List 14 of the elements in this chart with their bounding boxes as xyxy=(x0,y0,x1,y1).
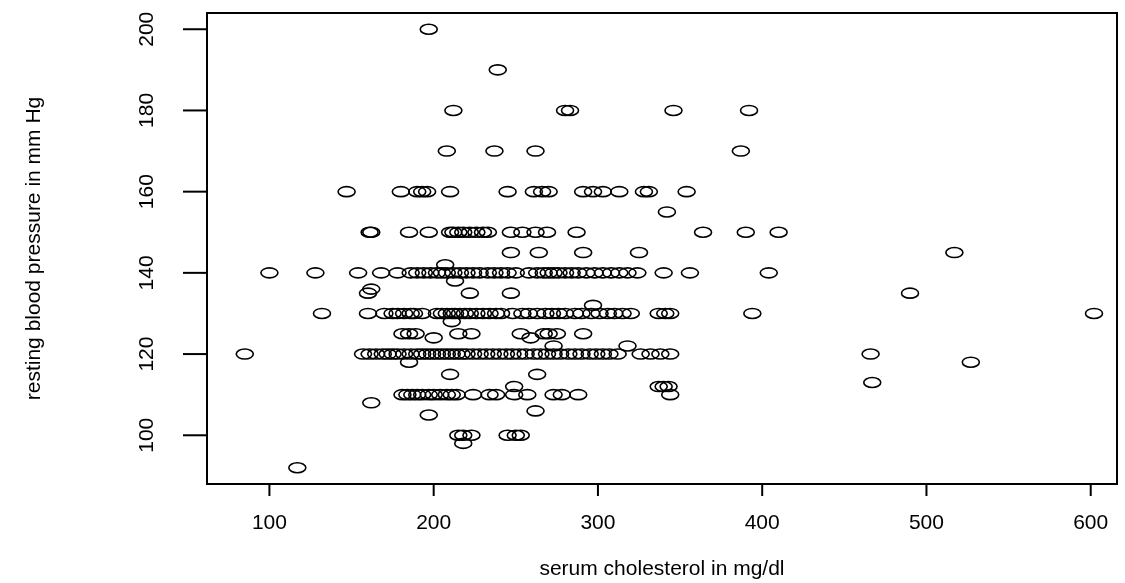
x-tick-label: 100 xyxy=(251,510,287,533)
y-axis-title: resting blood pressure in mm Hg xyxy=(20,96,44,401)
y-tick-label: 100 xyxy=(133,417,157,453)
x-tick-label: 200 xyxy=(416,510,452,533)
x-axis-title: serum cholesterol in mg/dl xyxy=(539,556,785,579)
x-tick-label: 600 xyxy=(1073,510,1109,533)
y-tick-label: 120 xyxy=(133,336,157,372)
y-tick-label: 140 xyxy=(133,255,157,291)
x-tick-label: 500 xyxy=(908,510,944,533)
x-tick-label: 400 xyxy=(744,510,780,533)
x-tick-label: 300 xyxy=(580,510,616,533)
y-tick-label: 180 xyxy=(133,92,157,128)
y-tick-label: 200 xyxy=(133,11,157,47)
y-tick-label: 160 xyxy=(133,174,157,210)
